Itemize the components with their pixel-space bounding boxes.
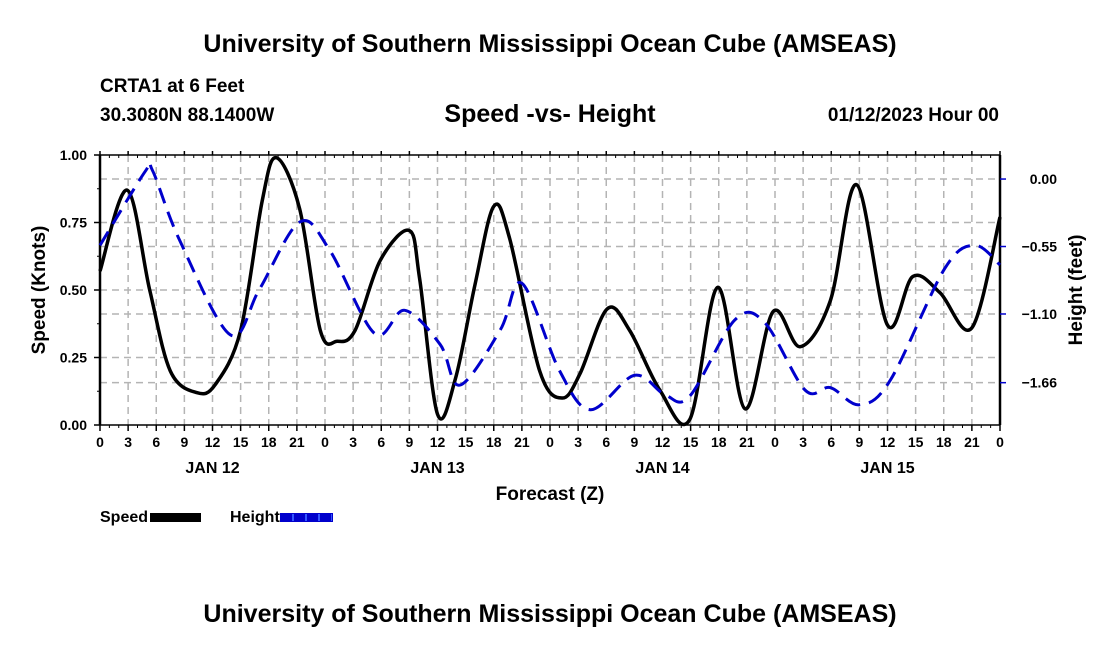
- x-tick-label: 18: [711, 434, 727, 450]
- x-tick-label: 3: [124, 434, 132, 450]
- x-tick-label: 9: [405, 434, 413, 450]
- y-tick-label: 0.75: [60, 215, 87, 231]
- legend-speed-swatch: [150, 513, 202, 523]
- series-line-speed: [98, 155, 1002, 427]
- footer-title: University of Southern Mississippi Ocean…: [203, 600, 897, 628]
- x-tick-label: 0: [996, 434, 1004, 450]
- x-tick-label: 12: [655, 434, 671, 450]
- x-tick-label: 6: [152, 434, 160, 450]
- x-tick-label: 0: [96, 434, 104, 450]
- main-title: University of Southern Mississippi Ocean…: [203, 30, 897, 58]
- x-tick-label: 3: [349, 434, 357, 450]
- x-tick-label: 9: [630, 434, 638, 450]
- chart-title: Speed -vs- Height: [444, 100, 656, 128]
- x-tick-label: 0: [321, 434, 329, 450]
- y-axis-title: Speed (Knots): [29, 226, 50, 355]
- legend-height: Height: [230, 509, 333, 527]
- x-tick-label: 15: [458, 434, 474, 450]
- legend-speed-label: Speed: [100, 509, 149, 526]
- y-tick-label: 0.50: [60, 282, 87, 298]
- station-label: CRTA1 at 6 Feet: [100, 76, 245, 97]
- x-tick-label: 0: [771, 434, 779, 450]
- x-tick-label: 12: [430, 434, 446, 450]
- date-label: JAN 15: [860, 460, 914, 477]
- y2-tick-label: −0.55: [1022, 239, 1058, 255]
- date-label: JAN 14: [635, 460, 689, 477]
- x-tick-label: 0: [546, 434, 554, 450]
- x-tick-label: 15: [908, 434, 924, 450]
- y2-tick-label: −1.66: [1022, 375, 1058, 391]
- x-tick-label: 15: [683, 434, 699, 450]
- x-tick-label: 21: [514, 434, 530, 450]
- forecast-datetime: 01/12/2023 Hour 00: [827, 105, 999, 126]
- grid-lines: [100, 155, 1000, 425]
- x-tick-label: 12: [880, 434, 896, 450]
- y2-tick-label: 0.00: [1030, 171, 1057, 187]
- x-tick-label: 6: [827, 434, 835, 450]
- x-tick-label: 3: [574, 434, 582, 450]
- coordinates-label: 30.3080N 88.1400W: [100, 105, 275, 126]
- x-tick-label: 9: [855, 434, 863, 450]
- y-tick-label: 0.00: [60, 417, 87, 433]
- x-tick-label: 21: [739, 434, 755, 450]
- x-tick-label: 9: [180, 434, 188, 450]
- legend-height-label: Height: [230, 509, 280, 526]
- x-tick-label: 21: [964, 434, 980, 450]
- y-tick-label: 0.25: [60, 350, 87, 366]
- x-tick-label: 3: [799, 434, 807, 450]
- date-label: JAN 12: [185, 460, 239, 477]
- date-label: JAN 13: [410, 460, 464, 477]
- x-tick-label: 18: [486, 434, 502, 450]
- y-tick-label: 1.00: [60, 147, 87, 163]
- x-tick-label: 6: [602, 434, 610, 450]
- y2-axis-title: Height (feet): [1066, 235, 1087, 346]
- x-tick-label: 21: [289, 434, 305, 450]
- x-tick-label: 12: [205, 434, 221, 450]
- x-tick-label: 6: [377, 434, 385, 450]
- x-tick-label: 18: [261, 434, 277, 450]
- tick-labels: 0 3 6 9 12 15 18 21 0 3 6 9 12 15 18 21 0 3 6 9 12 15 18 21 0 3 6 9…: [60, 147, 1057, 477]
- x-tick-label: 18: [936, 434, 952, 450]
- y2-tick-label: −1.10: [1022, 306, 1058, 322]
- tick-marks: [94, 151, 1006, 431]
- series-lines: [98, 155, 1002, 427]
- x-axis-title: Forecast (Z): [496, 484, 605, 505]
- legend-speed: Speed: [100, 509, 202, 527]
- legend-height-swatch: [279, 513, 333, 523]
- x-tick-label: 15: [233, 434, 249, 450]
